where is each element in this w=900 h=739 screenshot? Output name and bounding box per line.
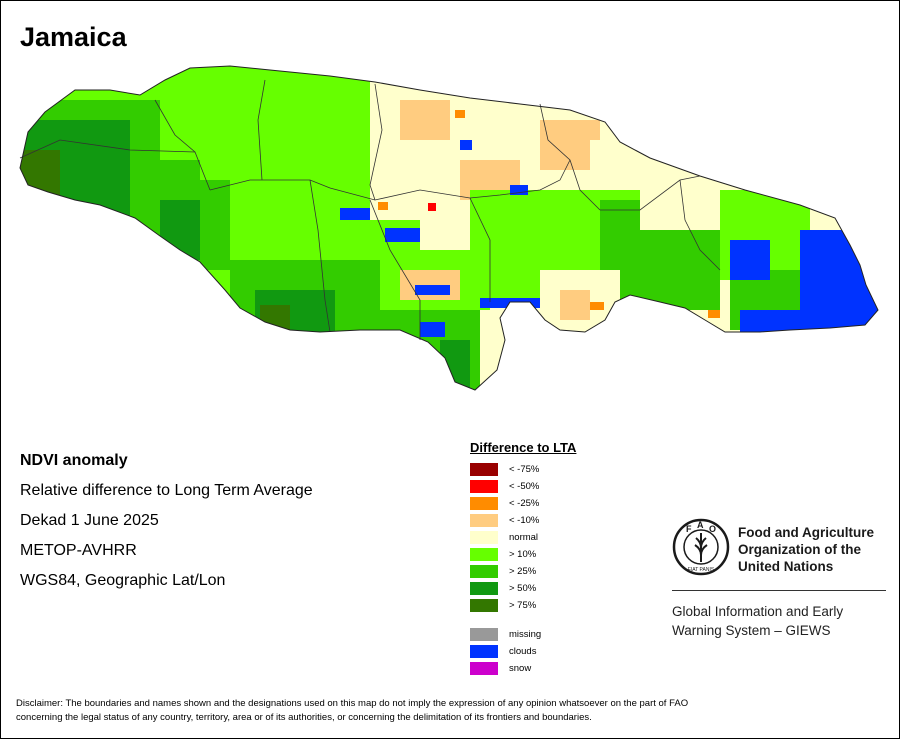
legend: Difference to LTA < -75% < -50% < -25% <… xyxy=(470,440,576,677)
emblem-letter-o: O xyxy=(709,524,716,534)
legend-item: clouds xyxy=(470,643,576,660)
legend-swatch xyxy=(470,599,498,612)
legend-item: normal xyxy=(470,529,576,546)
parish-boundaries xyxy=(19,79,721,340)
legend-swatch xyxy=(470,531,498,544)
legend-item: snow xyxy=(470,660,576,677)
legend-label: > 10% xyxy=(509,549,537,560)
legend-label: > 50% xyxy=(509,583,537,594)
legend-item: missing xyxy=(470,626,576,643)
product-sensor: METOP-AVHRR xyxy=(20,542,137,559)
legend-swatch xyxy=(470,514,498,527)
emblem-letter-f: F xyxy=(686,524,692,534)
legend-label: normal xyxy=(509,532,539,543)
product-description: Relative difference to Long Term Average xyxy=(20,482,313,499)
map-title: Jamaica xyxy=(20,22,127,52)
giews-label: Global Information and Early Warning Sys… xyxy=(672,602,843,640)
fao-emblem-icon: F A O FIAT PANIS xyxy=(672,518,730,576)
legend-swatch xyxy=(470,565,498,578)
legend-swatch xyxy=(470,497,498,510)
legend-label: < -25% xyxy=(509,498,540,509)
legend-label: < -50% xyxy=(509,481,540,492)
fao-name: Food and Agriculture Organization of the… xyxy=(738,524,874,575)
giews-line: Warning System – GIEWS xyxy=(672,623,831,638)
map-info: NDVI anomaly Relative difference to Long… xyxy=(20,446,313,596)
ndvi-raster xyxy=(20,66,878,390)
fao-name-line: Food and Agriculture xyxy=(738,525,874,540)
legend-item: > 10% xyxy=(470,546,576,563)
legend-swatch xyxy=(470,463,498,476)
coastline xyxy=(19,65,879,391)
legend-item: > 50% xyxy=(470,580,576,597)
emblem-letter-a: A xyxy=(697,520,704,530)
legend-item: < -50% xyxy=(470,478,576,495)
giews-line: Global Information and Early xyxy=(672,604,844,619)
legend-item: > 25% xyxy=(470,563,576,580)
disclaimer-line: Disclaimer: The boundaries and names sho… xyxy=(16,698,689,709)
legend-item: < -25% xyxy=(470,495,576,512)
divider xyxy=(672,590,886,591)
legend-swatch xyxy=(470,662,498,675)
legend-label: missing xyxy=(509,629,542,640)
legend-swatch xyxy=(470,582,498,595)
legend-swatch xyxy=(470,645,498,658)
fao-name-line: United Nations xyxy=(738,559,834,574)
legend-swatch xyxy=(470,628,498,641)
legend-swatch xyxy=(470,548,498,561)
legend-title: Difference to LTA xyxy=(470,440,577,455)
legend-item: < -10% xyxy=(470,512,576,529)
product-period: Dekad 1 June 2025 xyxy=(20,512,159,529)
legend-swatch xyxy=(470,480,498,493)
legend-item: > 75% xyxy=(470,597,576,614)
legend-label: clouds xyxy=(509,646,537,657)
product-name: NDVI anomaly xyxy=(20,452,128,469)
legend-label: < -10% xyxy=(509,515,540,526)
product-projection: WGS84, Geographic Lat/Lon xyxy=(20,572,226,589)
legend-label: < -75% xyxy=(509,464,540,475)
disclaimer-line: concerning the legal status of any count… xyxy=(16,712,592,723)
legend-label: > 75% xyxy=(509,600,537,611)
disclaimer: Disclaimer: The boundaries and names sho… xyxy=(16,697,886,725)
legend-item: < -75% xyxy=(470,461,576,478)
legend-label: > 25% xyxy=(509,566,537,577)
emblem-motto: FIAT PANIS xyxy=(688,567,715,573)
legend-label: snow xyxy=(509,663,532,674)
fao-name-line: Organization of the xyxy=(738,542,861,557)
ndvi-anomaly-map xyxy=(19,65,879,391)
